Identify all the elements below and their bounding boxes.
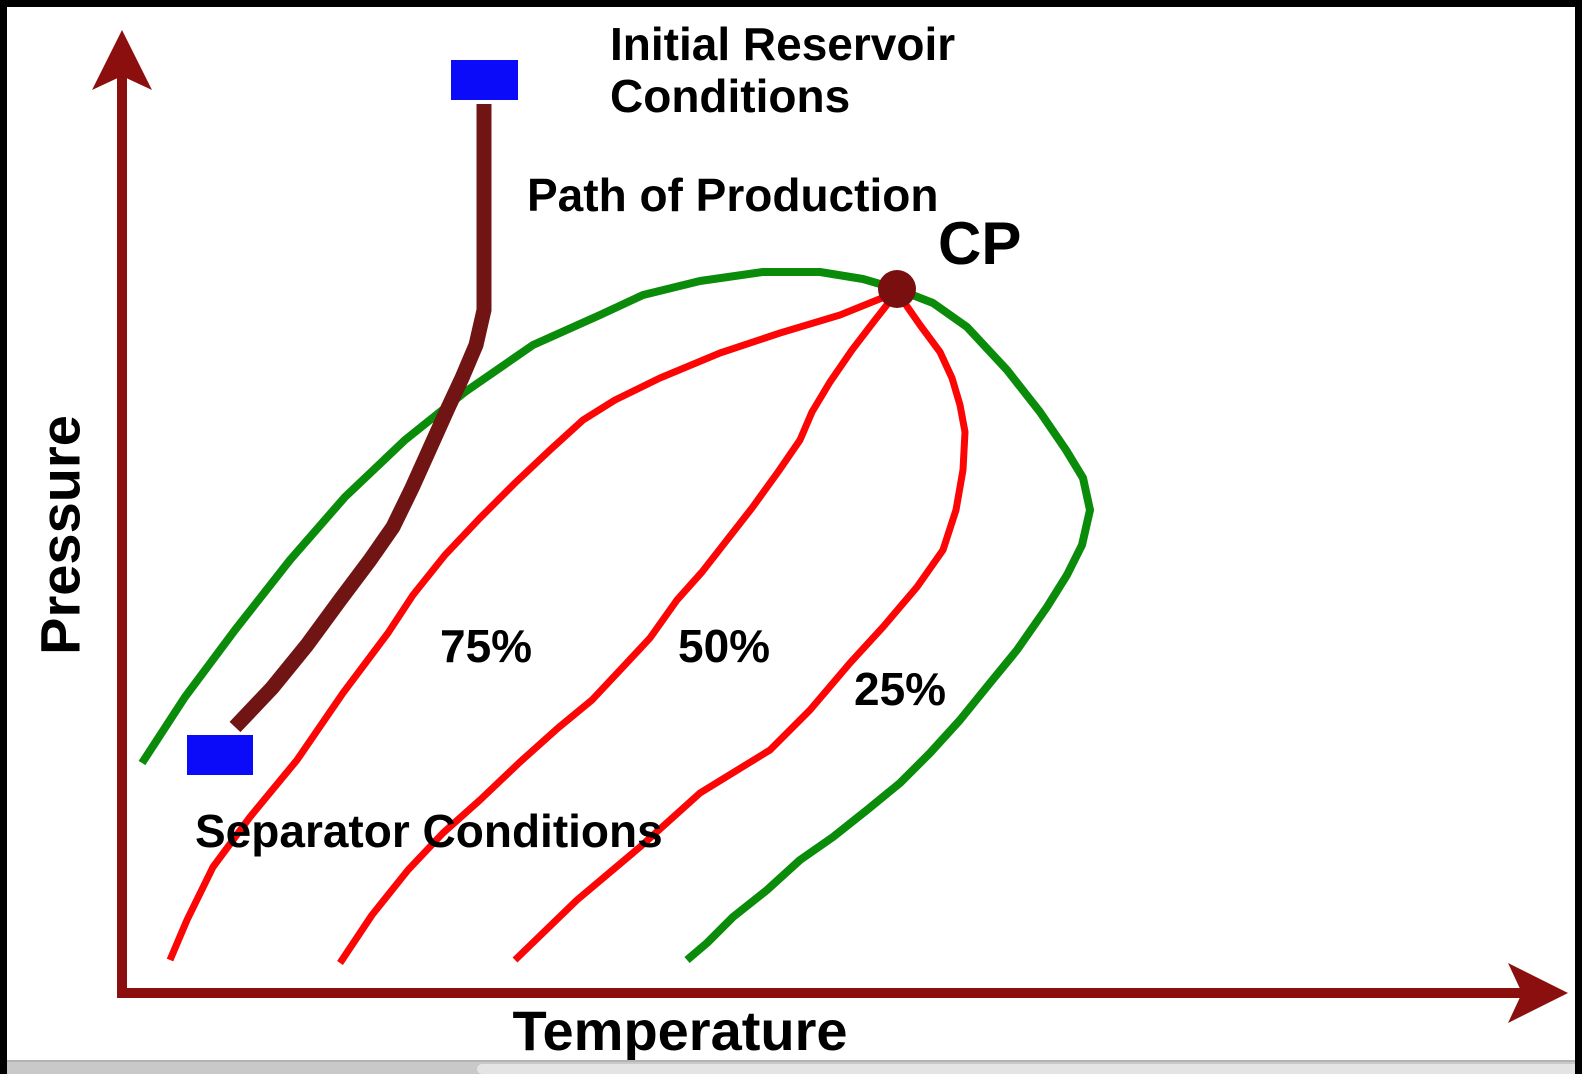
slide-border-top — [0, 0, 1582, 7]
quality-line-25 — [512, 289, 969, 963]
window-edge-strip — [7, 1060, 1575, 1074]
x-axis-line — [117, 988, 1525, 998]
quality-75-label: 75% — [440, 620, 533, 672]
y-axis-label-text: Pressure — [28, 415, 92, 655]
separator-marker — [187, 735, 253, 775]
critical-point-dot — [878, 270, 916, 308]
quality-50-label: 50% — [678, 620, 771, 672]
initial-reservoir-label: Initial Reservoir Conditions — [610, 18, 956, 122]
quality-line-50 — [337, 289, 900, 965]
x-axis-arrowhead-icon — [1508, 963, 1568, 1023]
slide-border-left — [0, 0, 7, 1074]
y-axis-line — [117, 74, 127, 998]
separator-conditions-label: Separator Conditions — [195, 805, 663, 857]
quality-25-label: 25% — [854, 663, 947, 715]
critical-point-label: CP — [938, 210, 1022, 277]
markers-layer — [187, 60, 916, 775]
quality-line-75 — [166, 288, 899, 962]
production-path-label: Path of Production — [527, 169, 939, 221]
production-path-curve — [229, 104, 492, 733]
x-axis-label: Temperature — [512, 999, 848, 1062]
initial-reservoir-marker — [451, 60, 518, 100]
horizontal-scrollbar-thumb[interactable] — [477, 1064, 1575, 1074]
initial-reservoir-label-line2: Conditions — [610, 69, 851, 122]
y-axis-arrowhead-icon — [92, 30, 152, 90]
phase-envelope-curve — [138, 268, 1094, 964]
slide-border-right — [1575, 0, 1582, 1074]
initial-reservoir-label-line1: Initial Reservoir — [610, 18, 956, 70]
